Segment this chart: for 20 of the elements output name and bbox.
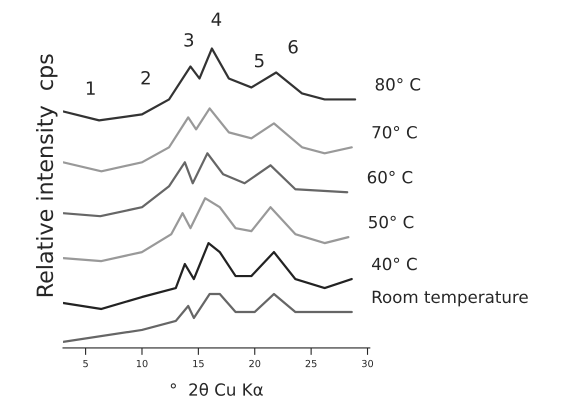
y-axis-title: Relative intensity cps: [36, 54, 58, 296]
x-tick-label: 20: [249, 360, 260, 368]
series-label: 60° C: [368, 170, 412, 184]
series-label: 40° C: [372, 258, 417, 270]
series-label: 50° C: [369, 216, 414, 228]
x-tick-label: 15: [193, 360, 204, 368]
series-label: Room temperature: [372, 290, 528, 306]
x-tick-label: 5: [83, 360, 88, 368]
x-axis-title: ° 2θ Cu Kα: [170, 382, 263, 396]
x-tick-label: 30: [362, 360, 374, 368]
annotation: 1: [86, 82, 95, 95]
series-label: 70° C: [372, 126, 417, 139]
series-label: 80° C: [376, 78, 420, 91]
annotation: 2: [141, 70, 150, 84]
text: 4: [212, 12, 222, 26]
annotation: 6: [288, 40, 298, 54]
annotation: 5: [255, 54, 264, 68]
x-tick-label: 25: [306, 360, 316, 368]
text: 3: [184, 33, 194, 47]
x-tick-label: 10: [136, 360, 148, 368]
